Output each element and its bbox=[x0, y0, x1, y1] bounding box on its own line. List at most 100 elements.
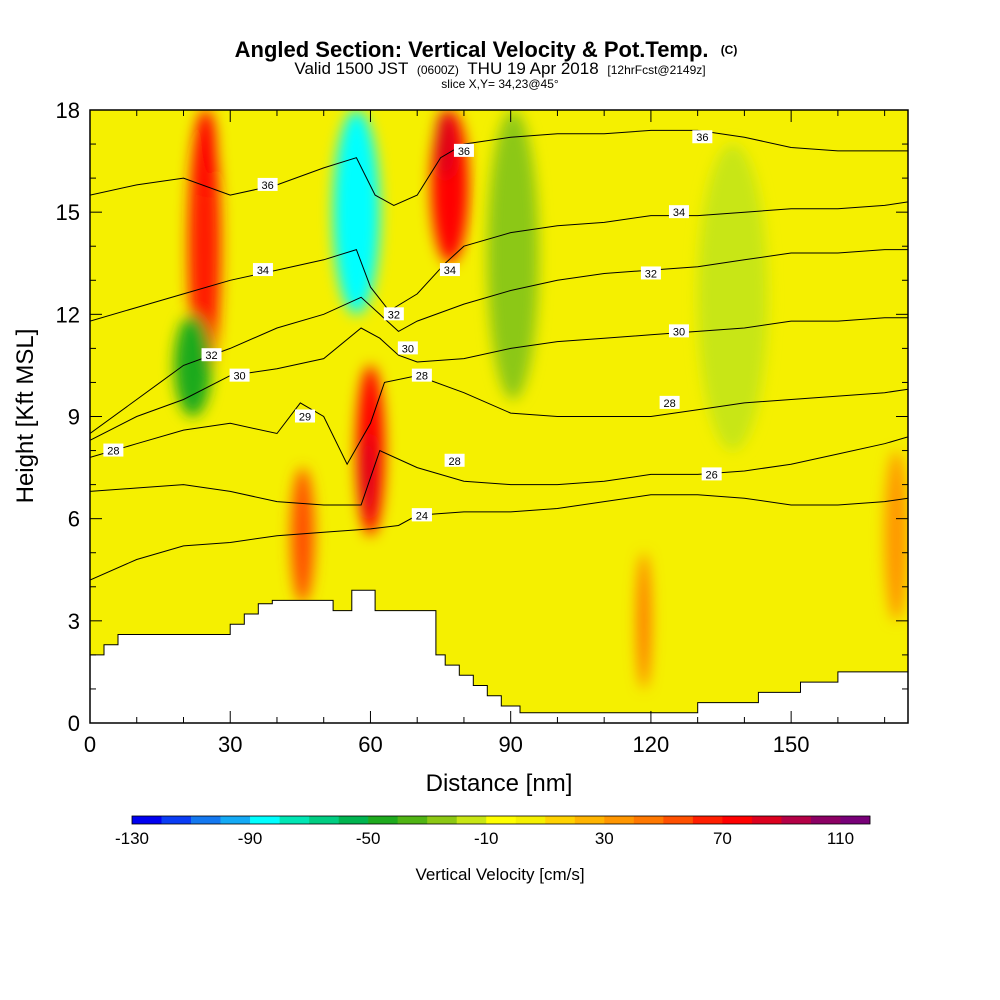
contour-label: 26 bbox=[701, 467, 722, 481]
y-tick-label: 12 bbox=[56, 302, 80, 327]
contour-label-text: 36 bbox=[458, 146, 470, 158]
colorbar-swatch bbox=[840, 816, 871, 824]
colorbar-swatch bbox=[781, 816, 812, 824]
contour-label: 34 bbox=[439, 263, 460, 277]
y-tick-label: 15 bbox=[56, 200, 80, 225]
x-tick-label: 90 bbox=[498, 732, 522, 757]
contour-label-text: 30 bbox=[673, 326, 685, 338]
contour-label-bg bbox=[201, 348, 222, 362]
velocity-cell bbox=[290, 467, 315, 604]
colorbar-swatch bbox=[397, 816, 428, 824]
colorbar-tick-label: -130 bbox=[115, 829, 149, 848]
contour-label: 34 bbox=[252, 263, 273, 277]
contour-label: 36 bbox=[257, 177, 278, 192]
contour-label-bg bbox=[103, 443, 124, 457]
colorbar-swatch bbox=[574, 816, 605, 824]
colorbar-tick-label: 70 bbox=[713, 829, 732, 848]
x-axis: 0 30 60 90 120 150 bbox=[84, 110, 886, 757]
contour-label-bg bbox=[252, 263, 273, 277]
colorbar-swatch bbox=[663, 816, 694, 824]
contour-label: 30 bbox=[668, 324, 689, 338]
contour-label-text: 36 bbox=[261, 180, 273, 192]
contour-label-text: 34 bbox=[673, 207, 685, 219]
contour-label: 32 bbox=[201, 348, 222, 362]
colorbar-swatch bbox=[132, 816, 162, 824]
isentrope-line bbox=[90, 494, 908, 581]
contour-label-text: 28 bbox=[448, 456, 460, 468]
contour-label-bg bbox=[444, 453, 465, 467]
contour-label: 28 bbox=[103, 443, 124, 458]
x-axis-label: Distance [nm] bbox=[426, 770, 573, 797]
velocity-cell bbox=[636, 552, 651, 689]
x-tick-label: 150 bbox=[773, 732, 810, 757]
contour-label-bg bbox=[692, 130, 713, 144]
contour-label-bg bbox=[257, 177, 278, 191]
contour-label: 28 bbox=[444, 453, 465, 468]
chart-title-unit: (C) bbox=[721, 43, 738, 57]
velocity-cell bbox=[884, 450, 908, 621]
contour-label-bg bbox=[295, 409, 316, 423]
x-tick-label: 60 bbox=[358, 732, 382, 757]
y-axis-label: Height [Kft MSL] bbox=[12, 329, 39, 504]
contour-label: 28 bbox=[659, 395, 680, 410]
contour-label: 29 bbox=[295, 409, 316, 424]
colorbar-swatch bbox=[486, 816, 517, 824]
colorbar-swatch bbox=[250, 816, 280, 824]
contour-label-text: 32 bbox=[388, 309, 400, 321]
colorbar-swatch bbox=[751, 816, 782, 824]
velocity-cell bbox=[435, 110, 455, 179]
colorbar-swatch bbox=[456, 816, 487, 824]
velocity-field bbox=[174, 110, 908, 689]
y-tick-label: 9 bbox=[68, 405, 80, 430]
contour-label-bg bbox=[640, 266, 661, 280]
contour-label: 28 bbox=[411, 368, 432, 383]
contour-label-text: 28 bbox=[416, 371, 428, 383]
contour-label-bg bbox=[411, 508, 432, 522]
contour-label: 36 bbox=[453, 143, 474, 158]
colorbar-swatch bbox=[338, 816, 369, 824]
y-tick-label: 6 bbox=[68, 507, 80, 532]
colorbar-swatch bbox=[427, 816, 458, 824]
colorbar: -130 -90 -50 -10 30 70 110 bbox=[115, 815, 871, 848]
x-tick-label: 0 bbox=[84, 732, 96, 757]
chart-title-text: Angled Section: Vertical Velocity & Pot.… bbox=[235, 37, 709, 62]
colorbar-swatch bbox=[161, 816, 192, 824]
contour-label-text: 24 bbox=[416, 510, 428, 522]
colorbar-tick-label: -50 bbox=[356, 829, 381, 848]
contour-label-bg bbox=[411, 368, 432, 382]
chart-title: Angled Section: Vertical Velocity & Pot.… bbox=[235, 37, 738, 62]
contour-label: 30 bbox=[229, 368, 250, 383]
contour-label-text: 36 bbox=[696, 132, 708, 144]
contour-label-bg bbox=[397, 341, 418, 355]
contour-label-text: 30 bbox=[233, 371, 245, 383]
contour-label: 32 bbox=[640, 266, 661, 280]
colorbar-swatch bbox=[191, 816, 221, 824]
x-tick-label: 120 bbox=[633, 732, 670, 757]
colorbar-tick-label: 30 bbox=[595, 829, 614, 848]
colorbar-swatch bbox=[692, 816, 723, 824]
contour-label-bg bbox=[383, 307, 404, 321]
terrain-mask bbox=[90, 589, 908, 723]
colorbar-tick-label: -10 bbox=[474, 829, 499, 848]
contour-label: 34 bbox=[668, 205, 689, 219]
colorbar-swatch bbox=[604, 816, 635, 824]
subtitle-utc: (0600Z) bbox=[417, 63, 459, 77]
velocity-cell bbox=[197, 110, 217, 196]
colorbar-tick-label: -90 bbox=[238, 829, 263, 848]
colorbar-tick-label: 110 bbox=[827, 829, 854, 848]
x-tick-label: 30 bbox=[218, 732, 242, 757]
colorbar-swatch bbox=[515, 816, 546, 824]
contour-label-text: 28 bbox=[107, 446, 119, 458]
chart-slice-info: slice X,Y= 34,23@45° bbox=[441, 77, 559, 91]
contour-label: 30 bbox=[397, 341, 418, 355]
contour-label-text: 34 bbox=[444, 265, 456, 277]
chart-subtitle: Valid 1500 JST (0600Z) THU 19 Apr 2018 [… bbox=[294, 59, 705, 78]
contour-label-bg bbox=[668, 205, 689, 219]
colorbar-swatch bbox=[309, 816, 339, 824]
contour-label: 24 bbox=[411, 508, 432, 522]
velocity-cell bbox=[697, 144, 768, 451]
contour-label: 32 bbox=[383, 307, 404, 321]
contour-label-text: 34 bbox=[257, 265, 269, 277]
contour-label-bg bbox=[229, 368, 250, 382]
